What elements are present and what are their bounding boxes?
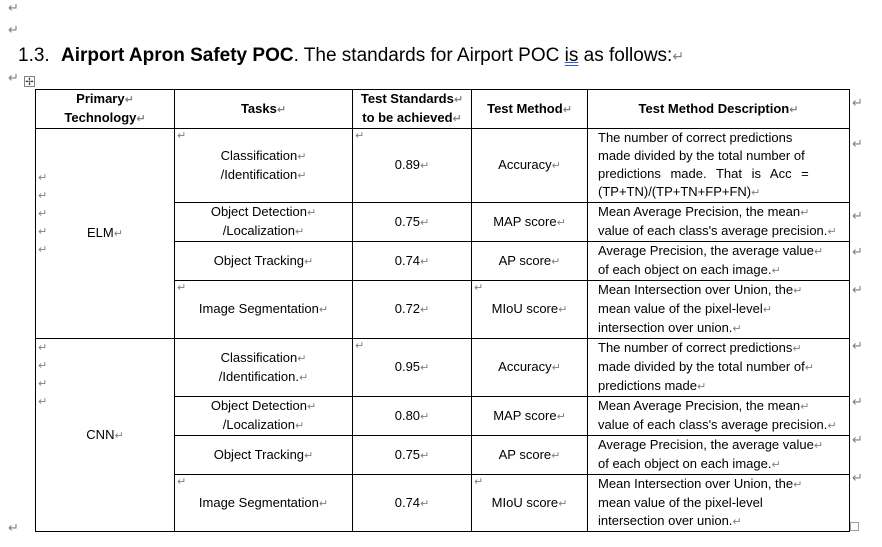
method-cell[interactable]: Accuracy↵ (471, 128, 588, 203)
task-cell[interactable]: ↵ Classification↵ /Identification↵ (174, 128, 353, 203)
task-cell[interactable]: Object Detection↵ /Localization↵ (174, 202, 353, 242)
standard-cell[interactable]: 0.80↵ (352, 396, 472, 436)
header-primary-technology[interactable]: Primary↵ Technology↵ (35, 89, 175, 129)
paragraph-mark: ↵ (672, 48, 685, 64)
method-cell[interactable]: Accuracy↵ (471, 338, 588, 397)
description-cell[interactable]: Average Precision, the average value↵ of… (587, 435, 850, 475)
table-row: Object Detection↵ /Localization↵ 0.75↵ M… (36, 202, 850, 242)
paragraph-mark: ↵ (8, 1, 19, 16)
table-row: Object Detection↵ /Localization↵ 0.80↵ M… (36, 396, 850, 436)
heading-text-end: as follows: (578, 45, 673, 66)
table-row: ↵ ↵ ↵ ↵ CNN↵ Classification↵ /Identificatio… (35, 338, 850, 532)
row-end-mark: ↵ (852, 432, 863, 447)
table-row: ↵ Image Segmentation↵ 0.74↵ ↵ MIoU score… (36, 474, 850, 532)
task-cell[interactable]: ↵ Image Segmentation↵ (174, 474, 353, 532)
paragraph-mark: ↵ (8, 521, 19, 536)
description-cell[interactable]: The number of correct predictions↵ made … (587, 338, 850, 397)
row-end-mark: ↵ (852, 470, 863, 485)
section-heading[interactable]: 1.3. Airport Apron Safety POC. The stand… (18, 44, 684, 68)
header-test-method-description[interactable]: Test Method Description↵ (587, 89, 850, 129)
technology-cell-cnn[interactable]: ↵ ↵ ↵ ↵ CNN↵ (35, 338, 175, 532)
header-test-method[interactable]: Test Method↵ (471, 89, 588, 129)
method-cell[interactable]: MAP score↵ (471, 202, 588, 242)
row-end-mark: ↵ (852, 394, 863, 409)
heading-title: Airport Apron Safety POC (60, 45, 294, 66)
header-test-standards[interactable]: Test Standards↵ to be achieved↵ (352, 89, 472, 129)
description-cell[interactable]: Mean Intersection over Union, the↵ mean … (587, 280, 850, 339)
row-end-mark: ↵ (852, 282, 863, 297)
technology-cell-elm[interactable]: ↵ ↵ ↵ ↵ ↵ ELM↵ (35, 128, 175, 339)
task-cell[interactable]: Classification↵ /Identification.↵ (174, 338, 353, 397)
row-end-mark: ↵ (852, 95, 863, 110)
method-cell[interactable]: AP score↵ (471, 241, 588, 281)
standard-cell[interactable]: ↵ 0.89↵ (352, 128, 472, 203)
table-row: ↵ ↵ ↵ ↵ ↵ ELM↵ ↵ Classification↵ /Identifica… (35, 128, 850, 339)
table-move-handle-icon[interactable]: ✢ (24, 76, 35, 88)
paragraph-mark: ↵ (8, 71, 19, 86)
standard-cell[interactable]: ↵ 0.95↵ (352, 338, 472, 397)
row-end-mark: ↵ (852, 136, 863, 151)
task-cell[interactable]: Object Tracking↵ (174, 241, 353, 281)
method-cell[interactable]: ↵ MIoU score↵ (471, 474, 588, 532)
task-cell[interactable]: Object Detection↵ /Localization↵ (174, 396, 353, 436)
standards-table[interactable]: Primary↵ Technology↵ Tasks↵ Test Standar… (35, 89, 850, 532)
row-end-mark: ↵ (852, 244, 863, 259)
standard-cell[interactable]: 0.74↵ (352, 474, 472, 532)
standard-cell[interactable]: 0.75↵ (352, 435, 472, 475)
standard-cell[interactable]: 0.74↵ (352, 241, 472, 281)
heading-is-word: is (564, 45, 579, 66)
task-cell[interactable]: Object Tracking↵ (174, 435, 353, 475)
method-cell[interactable]: MAP score↵ (471, 396, 588, 436)
method-cell[interactable]: AP score↵ (471, 435, 588, 475)
table-header-row: Primary↵ Technology↵ Tasks↵ Test Standar… (35, 89, 850, 129)
task-cell[interactable]: ↵ Image Segmentation↵ (174, 280, 353, 339)
table-resize-handle-icon[interactable] (850, 522, 859, 531)
description-cell[interactable]: Mean Intersection over Union, the↵ mean … (587, 474, 850, 532)
table-row: ↵ Image Segmentation↵ 0.72↵ ↵ MIoU score… (36, 280, 850, 339)
standard-cell[interactable]: 0.75↵ (352, 202, 472, 242)
row-end-mark: ↵ (852, 208, 863, 223)
header-tasks[interactable]: Tasks↵ (174, 89, 353, 129)
heading-number: 1.3. (18, 45, 50, 66)
row-end-mark: ↵ (852, 338, 863, 353)
description-cell[interactable]: Average Precision, the average value↵ of… (587, 241, 850, 281)
heading-text: . The standards for Airport POC (293, 45, 565, 66)
description-cell[interactable]: Mean Average Precision, the mean↵ value … (587, 396, 850, 436)
table-row: Object Tracking↵ 0.74↵ AP score↵ Average… (36, 241, 850, 281)
paragraph-mark: ↵ (8, 23, 19, 38)
standard-cell[interactable]: 0.72↵ (352, 280, 472, 339)
description-cell[interactable]: The number of correct predictions made d… (587, 128, 850, 203)
description-cell[interactable]: Mean Average Precision, the mean↵ value … (587, 202, 850, 242)
method-cell[interactable]: ↵ MIoU score↵ (471, 280, 588, 339)
